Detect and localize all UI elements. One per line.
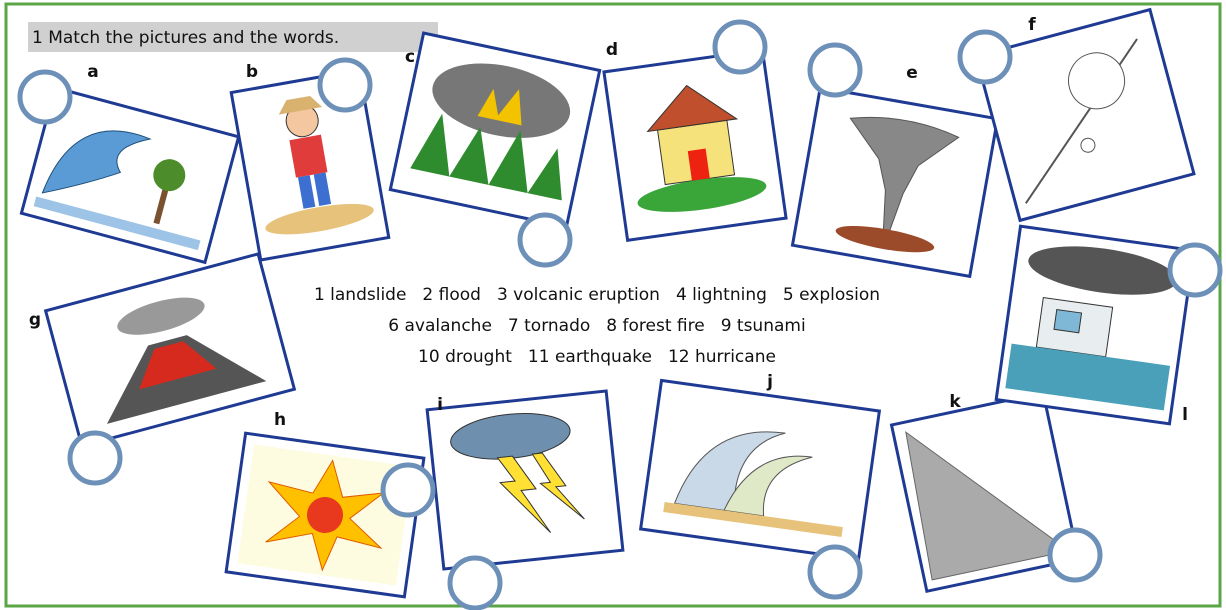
word-line: 1 landslide 2 flood 3 volcanic eruption 4 l… bbox=[314, 285, 880, 305]
picture-letter: i bbox=[437, 395, 443, 415]
word: 8 forest fire bbox=[606, 316, 704, 336]
answer-circle bbox=[20, 72, 70, 122]
word: 11 earthquake bbox=[528, 347, 652, 367]
picture bbox=[427, 391, 623, 569]
picture-letter: c bbox=[405, 47, 415, 67]
picture bbox=[641, 380, 880, 559]
word: 1 landslide bbox=[314, 285, 406, 305]
picture bbox=[604, 50, 786, 241]
picture-letter: l bbox=[1182, 405, 1188, 425]
answer-circle bbox=[1170, 245, 1220, 295]
word: 4 lightning bbox=[676, 285, 767, 305]
picture-letter: f bbox=[1028, 15, 1036, 35]
word: 5 explosion bbox=[783, 285, 880, 305]
word-line: 10 drought 11 earthquake 12 hurricane bbox=[418, 347, 776, 367]
word: 7 tornado bbox=[508, 316, 590, 336]
picture bbox=[226, 433, 424, 597]
picture bbox=[996, 226, 1194, 424]
picture-letter: j bbox=[766, 372, 773, 392]
answer-circle bbox=[520, 215, 570, 265]
word: 6 avalanche bbox=[388, 316, 492, 336]
word: 3 volcanic eruption bbox=[497, 285, 660, 305]
picture-shape bbox=[289, 135, 327, 178]
picture-letter: e bbox=[906, 63, 918, 83]
worksheet: 1 Match the pictures and the words. a b c d… bbox=[0, 0, 1226, 610]
picture-letter: g bbox=[29, 310, 41, 330]
picture-shape bbox=[1054, 310, 1082, 333]
answer-circle bbox=[450, 558, 500, 608]
picture-letter: a bbox=[87, 62, 98, 82]
answer-circle bbox=[715, 22, 765, 72]
answer-circle bbox=[1050, 530, 1100, 580]
picture-letter: k bbox=[949, 392, 961, 412]
picture-art bbox=[237, 444, 412, 585]
word: 12 hurricane bbox=[668, 347, 776, 367]
picture-letter: b bbox=[246, 62, 258, 82]
word: 2 flood bbox=[422, 285, 481, 305]
answer-circle bbox=[810, 547, 860, 597]
answer-circle bbox=[810, 45, 860, 95]
picture bbox=[792, 88, 997, 277]
picture-letter: d bbox=[606, 40, 618, 60]
picture-letter: h bbox=[274, 410, 286, 430]
answer-circle bbox=[320, 60, 370, 110]
answer-circle bbox=[960, 32, 1010, 82]
answer-circle bbox=[70, 433, 120, 483]
answer-circle bbox=[383, 465, 433, 515]
word: 9 tsunami bbox=[721, 316, 806, 336]
title: 1 Match the pictures and the words. bbox=[32, 28, 339, 48]
word: 10 drought bbox=[418, 347, 512, 367]
